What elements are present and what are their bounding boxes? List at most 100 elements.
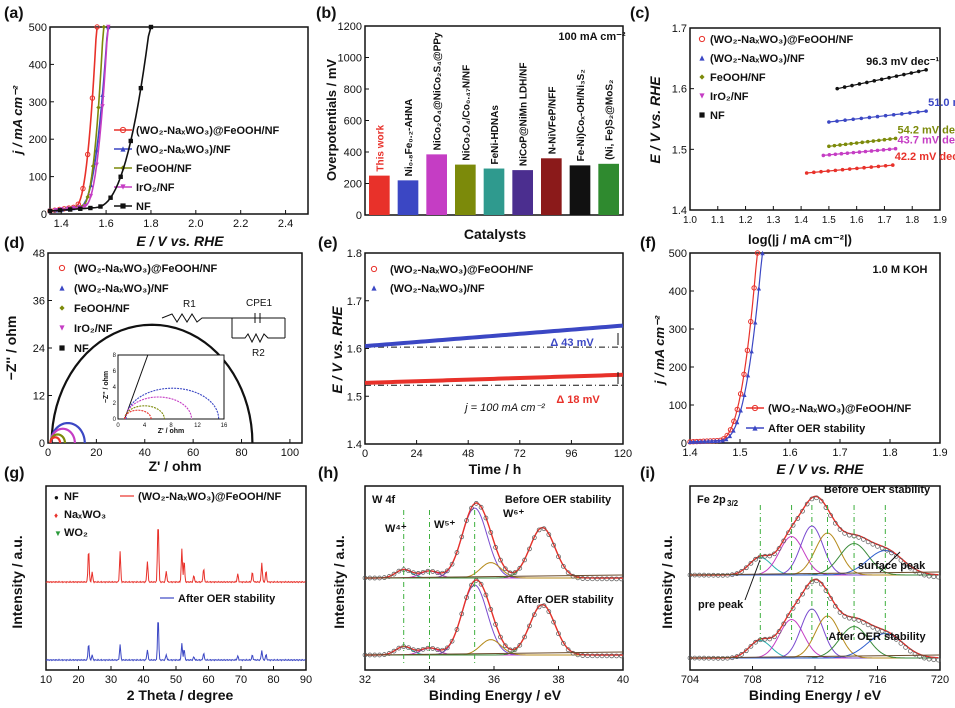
data-point xyxy=(527,623,532,629)
data-point xyxy=(699,55,705,61)
data-point xyxy=(907,565,913,571)
data-point xyxy=(88,193,94,199)
data-point xyxy=(687,439,693,445)
x-tick-label: 1.9 xyxy=(933,215,947,226)
bar xyxy=(598,163,619,215)
condition-label: After OER stability xyxy=(828,631,926,643)
bar-label: N-NiVFeP/NFF xyxy=(547,87,558,155)
data-point xyxy=(833,152,838,157)
baseline xyxy=(689,654,941,659)
data-point xyxy=(551,619,557,625)
panel-label: (g) xyxy=(4,465,24,482)
data-point xyxy=(827,144,831,149)
data-point xyxy=(386,651,392,656)
data-point xyxy=(753,320,758,325)
data-point xyxy=(819,169,823,174)
data-point xyxy=(860,140,865,145)
data-point xyxy=(94,162,99,167)
plot-frame xyxy=(49,26,309,215)
legend-label: (WO₂-NaₓWO₃)/NF xyxy=(74,283,169,295)
data-point xyxy=(894,74,899,78)
data-point xyxy=(449,561,455,567)
peak-label: surface peak xyxy=(858,560,926,572)
x-tick-label: 80 xyxy=(267,674,279,686)
data-point xyxy=(776,629,782,634)
data-point xyxy=(560,563,566,569)
data-point xyxy=(711,655,716,661)
panel-label: (c) xyxy=(630,5,650,22)
x-tick-label: 1.7 xyxy=(877,215,891,226)
x-tick-label: 1.4 xyxy=(54,218,69,230)
baseline xyxy=(364,651,624,656)
data-point xyxy=(865,539,871,545)
y-tick-label: 0 xyxy=(41,209,47,221)
data-point xyxy=(101,24,107,30)
pointer-line xyxy=(879,551,901,573)
data-point xyxy=(57,208,63,213)
data-point xyxy=(619,653,624,659)
data-point xyxy=(847,167,852,171)
data-point xyxy=(406,645,411,651)
data-point xyxy=(59,325,65,331)
legend-label: (WO₂-NaₓWO₃)@FeOOH/NF xyxy=(390,264,534,276)
x-tick-label: 716 xyxy=(868,674,886,686)
x-tick-label: 32 xyxy=(359,674,371,686)
data-point xyxy=(705,438,711,444)
data-point xyxy=(449,638,455,644)
nyquist-arc xyxy=(49,436,62,444)
fit-component xyxy=(365,604,623,656)
data-point xyxy=(818,498,824,504)
data-point xyxy=(862,165,866,170)
data-point xyxy=(898,640,904,646)
legend-label: (WO₂-NaₓWO₃)/NF xyxy=(710,53,805,65)
x-tick-label: 1.6 xyxy=(98,218,113,230)
inset-frame xyxy=(117,354,225,420)
panel-label: (e) xyxy=(318,235,338,252)
data-point xyxy=(80,185,86,192)
data-point xyxy=(781,621,787,627)
data-point xyxy=(498,557,503,563)
y-tick-label: 800 xyxy=(344,84,362,96)
bar xyxy=(541,158,562,215)
circuit-label: CPE1 xyxy=(246,298,273,309)
data-point xyxy=(691,439,696,444)
y-tick-label: 500 xyxy=(29,22,47,34)
legend-label: (WO₂-NaₓWO₃)@FeOOH/NF xyxy=(74,263,218,275)
data-point xyxy=(536,527,542,533)
data-point xyxy=(440,647,445,653)
data-point xyxy=(396,645,402,651)
x-tick-label: 0 xyxy=(362,448,368,460)
data-point xyxy=(84,151,91,158)
bar xyxy=(369,175,390,215)
y-axis-label: E / V vs. RHE xyxy=(329,306,345,394)
data-point xyxy=(762,553,768,559)
data-point xyxy=(738,408,743,413)
y-axis-label: Intensity / a.u. xyxy=(659,535,675,628)
legend-label: NF xyxy=(136,201,151,213)
data-point xyxy=(483,515,489,521)
data-point xyxy=(725,572,730,578)
data-point xyxy=(391,571,397,577)
inset-tick-label: 4 xyxy=(113,385,117,391)
x-tick-label: 1.8 xyxy=(882,447,897,459)
data-point xyxy=(857,150,862,154)
data-point xyxy=(737,391,744,397)
data-point xyxy=(756,286,762,291)
data-point xyxy=(604,576,610,582)
data-point xyxy=(120,203,126,209)
data-point xyxy=(865,80,869,85)
inset-x-label: Z' / ohm xyxy=(158,428,185,435)
panel-label: (a) xyxy=(4,5,24,22)
data-point xyxy=(776,546,782,551)
legend-symbol: ♦ xyxy=(54,511,58,520)
y-tick-label: 1.4 xyxy=(347,439,362,451)
nyquist-arc xyxy=(50,323,254,444)
bar xyxy=(483,168,505,215)
panel-label: (h) xyxy=(318,465,338,482)
data-point xyxy=(833,168,838,173)
y-tick-label: 200 xyxy=(669,362,687,374)
data-point xyxy=(753,639,758,645)
x-axis-label: E / V vs. RHE xyxy=(776,461,864,477)
slope-label: 43.7 mV dec⁻¹ xyxy=(898,135,955,147)
x-tick-label: 24 xyxy=(410,448,422,460)
